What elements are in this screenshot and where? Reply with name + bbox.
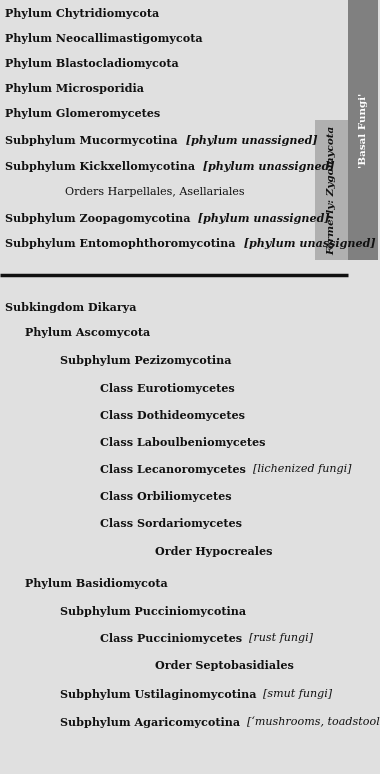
Text: [phylum unassigned]: [phylum unassigned] bbox=[195, 161, 335, 172]
Bar bbox=[348, 0, 378, 260]
Text: Subphylum Entomophthoromycotina: Subphylum Entomophthoromycotina bbox=[5, 238, 236, 249]
Text: Subphylum Kickxellomycotina: Subphylum Kickxellomycotina bbox=[5, 161, 195, 172]
Text: Phylum Microsporidia: Phylum Microsporidia bbox=[5, 83, 144, 94]
Text: Subphylum Agaricomycotina: Subphylum Agaricomycotina bbox=[60, 717, 240, 728]
Text: Subphylum Mucormycotina: Subphylum Mucormycotina bbox=[5, 135, 177, 146]
Text: Class Dothideomycetes: Class Dothideomycetes bbox=[100, 410, 245, 421]
Text: Class Sordariomycetes: Class Sordariomycetes bbox=[100, 518, 242, 529]
Text: Phylum Blastocladiomycota: Phylum Blastocladiomycota bbox=[5, 58, 179, 69]
Text: Subkingdom Dikarya: Subkingdom Dikarya bbox=[5, 302, 136, 313]
Text: Phylum Chytridiomycota: Phylum Chytridiomycota bbox=[5, 8, 159, 19]
Text: Order Hypocreales: Order Hypocreales bbox=[155, 546, 272, 557]
Text: [phylum unassigned]: [phylum unassigned] bbox=[190, 213, 330, 224]
Text: Phylum Glomeromycetes: Phylum Glomeromycetes bbox=[5, 108, 160, 119]
Bar bbox=[315, 120, 348, 260]
Text: Class Pucciniomycetes: Class Pucciniomycetes bbox=[100, 633, 242, 644]
Text: 'Basal Fungi': 'Basal Fungi' bbox=[358, 92, 367, 168]
Text: Phylum Basidiomycota: Phylum Basidiomycota bbox=[25, 578, 168, 589]
Text: [lichenized fungi]: [lichenized fungi] bbox=[246, 464, 352, 474]
Text: Phylum Neocallimastigomycota: Phylum Neocallimastigomycota bbox=[5, 33, 203, 44]
Text: [phylum unassigned]: [phylum unassigned] bbox=[236, 238, 375, 249]
Text: [rust fungi]: [rust fungi] bbox=[242, 633, 313, 643]
Text: [phylum unassigned]: [phylum unassigned] bbox=[177, 135, 317, 146]
Text: Orders Harpellales, Asellariales: Orders Harpellales, Asellariales bbox=[65, 187, 245, 197]
Text: Order Septobasidiales: Order Septobasidiales bbox=[155, 660, 294, 671]
Text: Class Laboulbeniomycetes: Class Laboulbeniomycetes bbox=[100, 437, 266, 448]
Text: Subphylum Pezizomycotina: Subphylum Pezizomycotina bbox=[60, 355, 231, 366]
Text: Subphylum Ustilaginomycotina: Subphylum Ustilaginomycotina bbox=[60, 689, 256, 700]
Text: Subphylum Pucciniomycotina: Subphylum Pucciniomycotina bbox=[60, 606, 246, 617]
Text: [‘mushrooms, toadstools’]: [‘mushrooms, toadstools’] bbox=[240, 717, 380, 728]
Text: Class Orbiliomycetes: Class Orbiliomycetes bbox=[100, 491, 232, 502]
Text: Subphylum Zoopagomycotina: Subphylum Zoopagomycotina bbox=[5, 213, 190, 224]
Text: Formerly: Zygomycota: Formerly: Zygomycota bbox=[327, 125, 336, 255]
Text: Class Lecanoromycetes: Class Lecanoromycetes bbox=[100, 464, 246, 475]
Text: Class Eurotiomycetes: Class Eurotiomycetes bbox=[100, 383, 235, 394]
Text: [smut fungi]: [smut fungi] bbox=[256, 689, 332, 699]
Text: Phylum Ascomycota: Phylum Ascomycota bbox=[25, 327, 150, 338]
